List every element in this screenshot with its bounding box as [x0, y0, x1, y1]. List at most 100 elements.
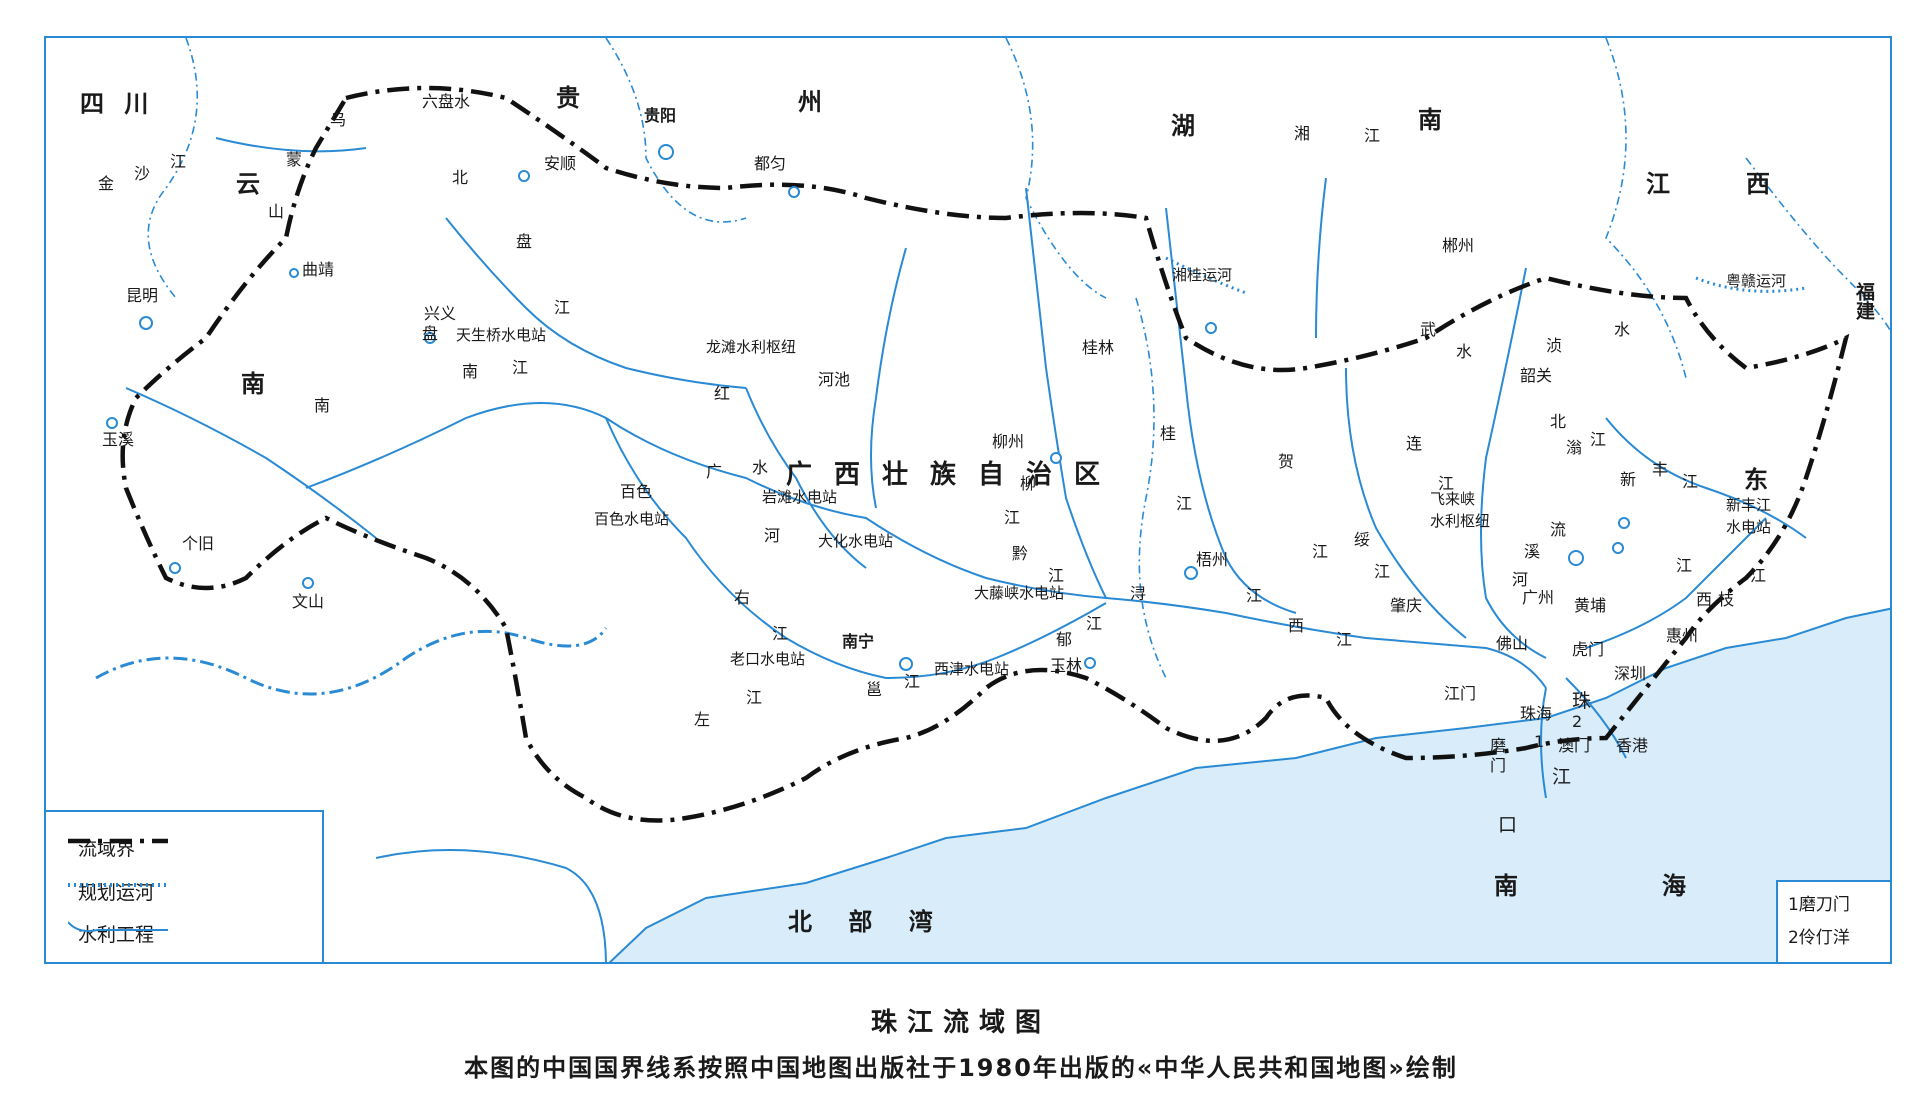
- river-label: 绥: [1354, 530, 1371, 549]
- project-label: 天生桥水电站: [456, 326, 547, 344]
- project-label: 西津水电站: [934, 660, 1010, 678]
- coastline: [375, 849, 607, 962]
- map-title: 珠江流域图: [870, 1008, 1051, 1038]
- city-huizhou: 惠州: [1666, 626, 1699, 645]
- city-shaoguan: 韶关: [1520, 366, 1553, 385]
- strait-note: 1磨刀门: [1788, 895, 1850, 915]
- city-kunming: 昆明: [126, 286, 159, 305]
- river-label: 红: [714, 384, 731, 403]
- river-label: 江: [746, 688, 763, 707]
- city-yuxi: 玉溪: [102, 430, 135, 449]
- strait-note: 2伶仃洋: [1788, 928, 1850, 948]
- river-label: 贺: [1278, 452, 1295, 471]
- sea-label: 海: [1662, 872, 1686, 900]
- river-label: 湘: [1294, 124, 1311, 143]
- province-hunan-nan: 南: [1418, 106, 1442, 134]
- river-label: 江: [1590, 430, 1607, 449]
- river-label: 2: [1572, 712, 1583, 731]
- city-zhaoqing: 肇庆: [1390, 596, 1423, 615]
- river-label: 口: [1498, 814, 1518, 836]
- river-label: 新: [1620, 470, 1637, 489]
- river-label: 江: [772, 624, 789, 643]
- river-label: 金: [98, 174, 115, 193]
- river-label: 江: [1004, 508, 1021, 527]
- sea-label: 北 部 湾: [788, 908, 947, 936]
- river-label: 江: [1374, 562, 1391, 581]
- project-label: 水利枢纽: [1430, 512, 1491, 530]
- project-label: 新丰江: [1726, 496, 1772, 514]
- sea-label: 南: [1494, 872, 1518, 900]
- basin-boundary: [120, 85, 1850, 823]
- river-label: 水: [1614, 320, 1631, 339]
- project-label: 百色水电站: [594, 510, 670, 528]
- map-note: 本图的中国国界线系按照中国地图出版社于1980年出版的«中华人民共和国地图»绘制: [464, 1054, 1458, 1082]
- province-guangdong-dong: 东: [1744, 466, 1768, 494]
- province-guizhou-zhou: 州: [798, 88, 822, 116]
- city-xingyi: 兴义: [424, 304, 457, 323]
- river-label: 江: [1552, 766, 1572, 788]
- project-label: 湘桂运河: [1172, 266, 1233, 284]
- river-label: 江: [1176, 494, 1193, 513]
- city-nanning: 南宁: [842, 632, 875, 651]
- river-label: 河: [764, 526, 781, 545]
- river-label: 1: [1534, 732, 1545, 751]
- river-label: 丰: [1652, 460, 1669, 479]
- river-label: 流: [1550, 520, 1567, 539]
- province-guizhou-gui: 贵: [556, 84, 580, 112]
- river-label: 郁: [1056, 630, 1073, 649]
- river-label: 江: [1364, 126, 1381, 145]
- map-frame: 四 川 云 南 贵 州 湖 南 江 西 福建 东 广西壮族自治区 昆明 曲靖 兴…: [44, 36, 1892, 964]
- project-label: 岩滩水电站: [762, 488, 838, 506]
- water-project-symbol: [68, 921, 168, 932]
- river-label: 水: [1456, 342, 1473, 361]
- river-label: 连: [1406, 434, 1423, 453]
- river-label: 西: [1288, 616, 1305, 635]
- river-label: 江: [1312, 542, 1329, 561]
- province-hunan-hu: 湖: [1171, 112, 1195, 140]
- project-label: 大藤峡水电站: [974, 584, 1065, 602]
- city-humen: 虎门: [1572, 640, 1605, 659]
- river-label: 广: [706, 462, 723, 481]
- city-gejiu: 个旧: [182, 534, 215, 553]
- river-label: 磨: [1490, 736, 1507, 755]
- river-label: 江: [904, 672, 921, 691]
- river-label: 江: [1750, 566, 1767, 585]
- city-liupanshui: 六盘水: [422, 92, 471, 111]
- river-label: 邕: [866, 680, 883, 699]
- river-label: 江: [1438, 474, 1455, 493]
- river-label: 江: [1336, 630, 1353, 649]
- river-label: 沙: [134, 164, 151, 183]
- river-label: 江: [170, 152, 187, 171]
- city-yulin: 玉林: [1050, 656, 1083, 675]
- river-label: 枝: [1718, 590, 1735, 609]
- river-label: 盘: [422, 324, 439, 343]
- province-yunnan-nan: 南: [241, 370, 265, 398]
- province-sichuan: 四 川: [80, 90, 155, 118]
- river-label: 浈: [1546, 336, 1563, 355]
- city-guilin: 桂林: [1082, 338, 1115, 357]
- river-label: 南: [462, 362, 479, 381]
- region-guangxi: 广西壮族自治区: [786, 460, 1123, 490]
- city-liuzhou: 柳州: [992, 432, 1025, 451]
- river-label: 江: [1048, 566, 1065, 585]
- legend-item: 水利工程: [68, 920, 168, 947]
- strait-notes: 1磨刀门 2伶仃洋: [1776, 880, 1890, 962]
- river-label: 滃: [1566, 438, 1583, 457]
- province-jiangxi-jiang: 江: [1646, 170, 1670, 198]
- mountain-label: 乌: [330, 110, 347, 129]
- city-wuzhou: 梧州: [1196, 550, 1229, 569]
- city-huangpu: 黄埔: [1574, 596, 1607, 615]
- legend-item: 规划运河: [68, 878, 168, 905]
- river-label: 江: [554, 298, 571, 317]
- project-label: 龙滩水利枢纽: [706, 338, 797, 356]
- river-label: 柳: [1020, 474, 1037, 493]
- river-label: 江: [1676, 556, 1693, 575]
- river-label: 珠: [1572, 690, 1592, 712]
- project-label: 粤赣运河: [1726, 272, 1787, 290]
- river-label: 南: [314, 396, 331, 415]
- city-markers: [106, 144, 1630, 671]
- basin-boundary-symbol: [68, 838, 168, 844]
- legend-label: 规划运河: [78, 882, 155, 904]
- planned-canal-symbol: [68, 883, 168, 887]
- city-xianggang: 香港: [1616, 736, 1649, 755]
